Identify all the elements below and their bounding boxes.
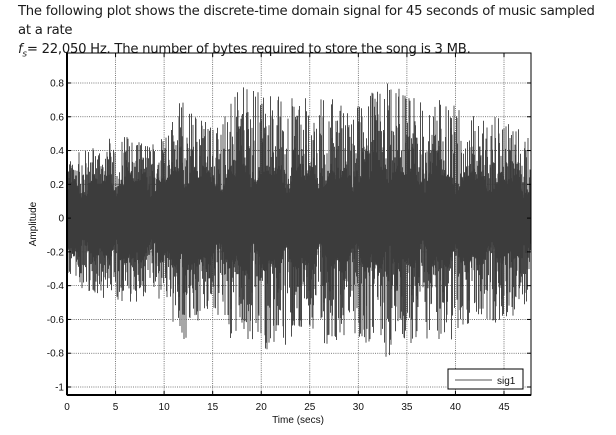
plot-axes [66, 52, 532, 396]
y-tick-label: -0.6 [47, 315, 65, 326]
legend-label-sig1: sig1 [497, 376, 516, 387]
sampling-rate-symbol: fs [18, 42, 27, 60]
x-tick-label: 10 [159, 402, 171, 413]
x-tick-label: 5 [113, 402, 119, 413]
y-tick-label: 0 [58, 214, 64, 225]
y-tick-label: -0.8 [47, 349, 65, 360]
y-tick-label: 0.6 [50, 112, 64, 123]
x-tick-label: 25 [304, 402, 316, 413]
y-tick-label: 0.8 [50, 78, 64, 89]
y-tick-label: 0.4 [50, 146, 64, 157]
y-tick-label: 0.2 [50, 180, 64, 191]
x-tick-label: 40 [450, 402, 462, 413]
chart-legend: sig1 [447, 368, 524, 390]
x-axis-ticks: 0 5 10 15 20 25 30 35 40 45 [64, 53, 510, 413]
x-tick-label: 30 [353, 402, 365, 413]
signal-waveform [67, 83, 531, 357]
y-axis-title: Amplitude [28, 201, 39, 246]
x-tick-label: 35 [401, 402, 413, 413]
y-tick-label: -1 [55, 383, 64, 394]
x-tick-label: 45 [498, 402, 510, 413]
y-axis-ticks: -1 -0.8 -0.6 -0.4 -0.2 0 0.2 0.4 0.6 0.8 [47, 78, 531, 394]
caption-line-1: The following plot shows the discrete-ti… [18, 4, 595, 38]
x-tick-label: 15 [207, 402, 219, 413]
x-tick-label: 20 [256, 402, 268, 413]
x-tick-label: 0 [64, 402, 70, 413]
y-tick-label: -0.4 [47, 281, 65, 292]
legend-box [447, 368, 524, 390]
y-tick-label: -0.2 [47, 247, 65, 258]
x-axis-title: Time (secs) [272, 415, 324, 426]
